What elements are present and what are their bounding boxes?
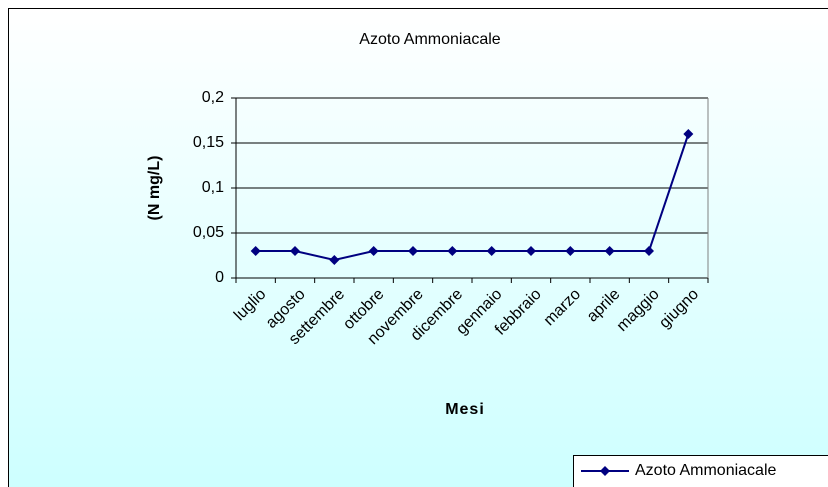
series-line [255, 133, 690, 262]
y-tick-label: 0,05 [193, 224, 224, 241]
data-point [408, 246, 418, 256]
data-point [329, 255, 340, 265]
legend-marker [600, 466, 610, 476]
data-point [604, 246, 615, 256]
y-tick-label: 0,2 [202, 89, 224, 106]
y-axis-title: (N mg/L) [146, 156, 163, 221]
legend-label: Azoto Ammoniacale [635, 462, 777, 479]
data-point [644, 246, 654, 256]
data-point [486, 246, 497, 256]
y-tick-label: 0,15 [193, 134, 224, 151]
data-point [290, 246, 300, 256]
chart-title: Azoto Ammoniacale [359, 31, 501, 48]
data-point [368, 246, 379, 256]
data-point [565, 246, 576, 256]
data-point [526, 246, 536, 256]
y-tick-label: 0 [215, 269, 224, 286]
chart-area [8, 8, 828, 487]
y-tick-label: 0,1 [202, 179, 224, 196]
data-point [683, 129, 694, 139]
data-point [447, 246, 458, 256]
x-axis-title: Mesi [445, 401, 485, 418]
data-point [250, 246, 261, 256]
